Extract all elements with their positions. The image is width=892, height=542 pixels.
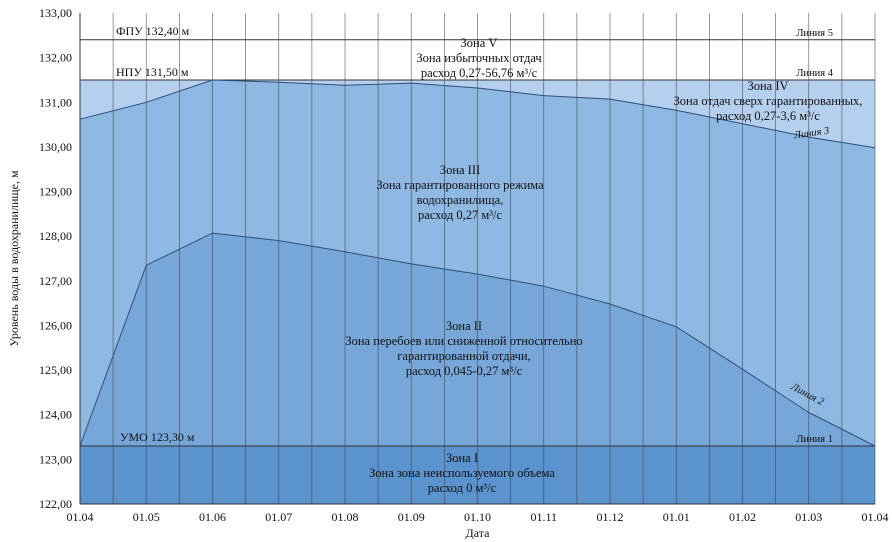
x-tick-label: 01.10 xyxy=(464,510,491,524)
y-tick-label: 131,00 xyxy=(39,95,72,109)
zone-1-text: Зона зона неиспользуемого объема xyxy=(369,466,555,480)
zone-1-text: расход 0 м³/с xyxy=(428,481,497,495)
zone-2-title: Зона II xyxy=(446,319,482,333)
zone-3-text: расход 0,27 м³/с xyxy=(418,208,502,222)
zone-1-title: Зона I xyxy=(446,451,478,465)
zone-4-text: расход 0,27-3,6 м³/с xyxy=(716,109,820,123)
x-tick-label: 01.09 xyxy=(398,510,425,524)
zone-4-text: Зона отдач сверх гарантированных, xyxy=(674,94,863,108)
zone-5-title: Зона V xyxy=(461,36,498,50)
x-axis-title: Дата xyxy=(466,526,491,540)
x-tick-label: 01.05 xyxy=(133,510,160,524)
y-tick-label: 130,00 xyxy=(39,140,72,154)
y-tick-label: 132,00 xyxy=(39,51,72,65)
line-label-3: Линия 3 xyxy=(792,126,830,142)
zone-4-title: Зона IV xyxy=(747,79,788,93)
x-tick-label: 01.04 xyxy=(862,510,889,524)
zone-2-text: расход 0,045-0,27 м³/с xyxy=(406,364,523,378)
zone-5-text: Зона избыточных отдач xyxy=(416,51,541,65)
y-tick-label: 126,00 xyxy=(39,318,72,332)
x-tick-label: 01.04 xyxy=(67,510,94,524)
x-tick-label: 01.12 xyxy=(597,510,624,524)
x-tick-label: 01.01 xyxy=(663,510,690,524)
zone-5-text: расход 0,27-56,76 м³/с xyxy=(421,66,538,80)
zone-3-text: водохранилища, xyxy=(417,193,504,207)
line-label-1: Линия 1 xyxy=(796,434,833,445)
y-axis-title: Уровень воды в водохранилище, м xyxy=(7,170,21,347)
x-tick-label: 01.11 xyxy=(530,510,557,524)
y-tick-label: 123,00 xyxy=(39,452,72,466)
series-line-3 xyxy=(79,79,876,149)
zone-2-text: гарантированной отдачи, xyxy=(397,349,530,363)
y-tick-label: 127,00 xyxy=(39,274,72,288)
x-tick-label: 01.07 xyxy=(265,510,292,524)
y-tick-label: 128,00 xyxy=(39,229,72,243)
line-label-5: Линия 5 xyxy=(796,28,833,39)
y-tick-label: 133,00 xyxy=(39,6,72,20)
level-label-fpu: ФПУ 132,40 м xyxy=(116,24,190,38)
x-tick-label: 01.06 xyxy=(199,510,226,524)
zone-2-text: Зона перебоев или сниженной относительно xyxy=(345,334,582,348)
zone-3-title: Зона III xyxy=(440,163,480,177)
x-tick-label: 01.08 xyxy=(332,510,359,524)
y-tick-label: 129,00 xyxy=(39,185,72,199)
y-tick-label: 125,00 xyxy=(39,363,72,377)
x-tick-label: 01.03 xyxy=(795,510,822,524)
x-tick-label: 01.02 xyxy=(729,510,756,524)
zone-3-text: Зона гарантированного режима xyxy=(376,178,544,192)
line-label-4: Линия 4 xyxy=(796,68,833,79)
y-tick-label: 124,00 xyxy=(39,408,72,422)
level-label-npu: НПУ 131,50 м xyxy=(116,65,189,79)
series-line-2 xyxy=(79,232,876,447)
level-label-umo: УМО 123,30 м xyxy=(120,430,195,444)
y-tick-label: 122,00 xyxy=(39,497,72,511)
